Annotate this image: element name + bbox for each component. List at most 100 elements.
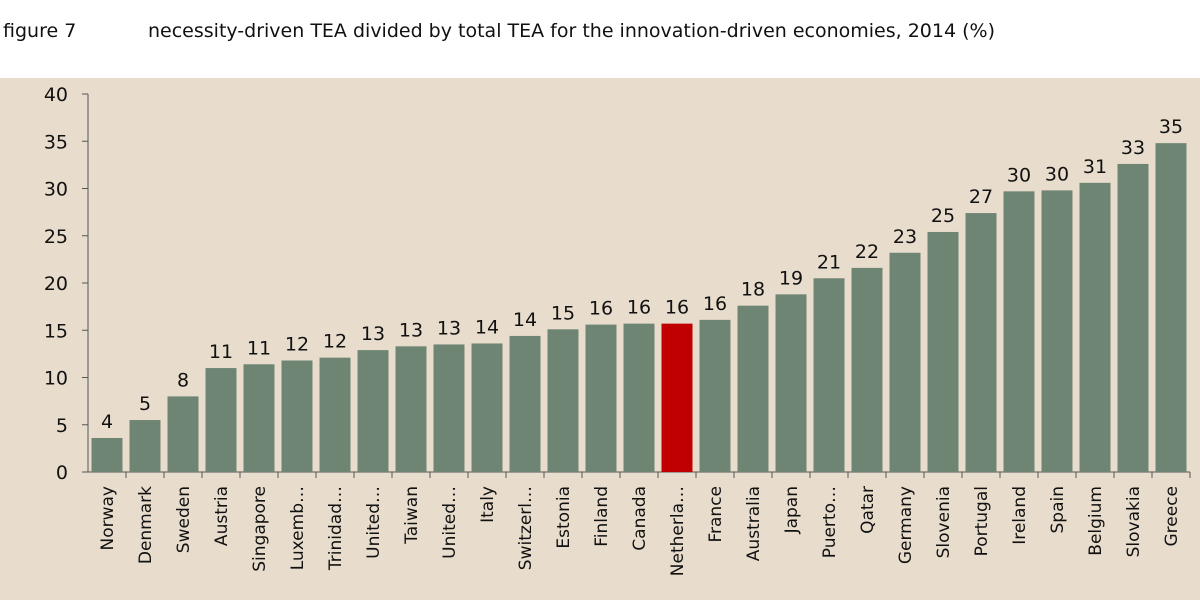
x-category-label: Slovakia xyxy=(1124,486,1144,557)
y-tick-label: 30 xyxy=(44,179,68,201)
x-category-label: Germany xyxy=(896,486,916,564)
bar-value-label: 4 xyxy=(101,411,113,433)
bar xyxy=(1003,191,1035,472)
bar xyxy=(1041,190,1073,472)
x-category-label: Norway xyxy=(98,486,118,551)
bar-value-label: 16 xyxy=(703,293,727,315)
bar xyxy=(813,278,845,472)
y-tick-label: 35 xyxy=(44,131,68,153)
bar-value-label: 30 xyxy=(1007,164,1031,186)
y-tick-label: 25 xyxy=(44,226,68,248)
bar-value-label: 5 xyxy=(139,393,151,415)
bar-value-label: 23 xyxy=(893,226,917,248)
x-category-label: Spain xyxy=(1048,486,1068,534)
bar xyxy=(737,305,769,472)
x-category-label: Luxemb… xyxy=(288,486,308,570)
bar-value-label: 13 xyxy=(399,319,423,341)
bar xyxy=(509,335,541,472)
bar-value-label: 16 xyxy=(589,298,613,320)
y-tick-label: 20 xyxy=(44,273,68,295)
x-category-label: Italy xyxy=(478,486,498,523)
x-category-label: Japan xyxy=(782,486,802,534)
bar-value-label: 19 xyxy=(779,267,803,289)
bar-value-label: 22 xyxy=(855,241,879,263)
x-category-label: Puerto… xyxy=(820,486,840,558)
bar-value-label: 16 xyxy=(627,297,651,319)
x-category-label: Switzerl… xyxy=(516,486,536,570)
figure-label: figure 7 xyxy=(3,20,77,42)
y-tick-label: 15 xyxy=(44,320,68,342)
bar xyxy=(281,360,313,472)
x-category-label: Denmark xyxy=(136,486,156,564)
bar xyxy=(927,231,959,472)
bar-value-label: 13 xyxy=(437,317,461,339)
bar xyxy=(1117,163,1149,472)
bar-chart: 0 5 10 15 20 25 30 35 40 4 Norway 5 Denmark 8 Sweden 11… xyxy=(44,84,1191,576)
bar-value-label: 18 xyxy=(741,279,765,301)
chart-panel: 0 5 10 15 20 25 30 35 40 4 Norway 5 Denmark 8 Sweden 11… xyxy=(0,78,1200,600)
x-category-label: Ireland xyxy=(1010,486,1030,545)
bar-value-label: 15 xyxy=(551,302,575,324)
x-category-label: Portugal xyxy=(972,486,992,556)
bar-value-label: 30 xyxy=(1045,163,1069,185)
bar xyxy=(623,323,655,472)
bar xyxy=(1079,182,1111,472)
x-category-label: Netherla… xyxy=(668,486,688,576)
x-category-label: Qatar xyxy=(858,486,878,534)
bar-value-label: 31 xyxy=(1083,156,1107,178)
bar xyxy=(243,364,275,472)
bar xyxy=(585,324,617,472)
bar xyxy=(167,396,199,472)
bar-value-label: 16 xyxy=(665,297,689,319)
bar xyxy=(357,350,389,472)
bar-value-label: 12 xyxy=(285,333,309,355)
bar-value-label: 11 xyxy=(247,337,271,359)
x-category-label: Greece xyxy=(1162,486,1182,547)
bar-value-label: 33 xyxy=(1121,137,1145,159)
bar xyxy=(547,329,579,472)
bar xyxy=(965,213,997,472)
bar xyxy=(889,252,921,472)
figure-header: figure 7 necessity-driven TEA divided by… xyxy=(0,0,1200,78)
bar-value-label: 13 xyxy=(361,323,385,345)
bar xyxy=(395,346,427,472)
x-category-label: Trinidad… xyxy=(326,486,346,571)
bar-value-label: 27 xyxy=(969,186,993,208)
bar-value-label: 25 xyxy=(931,205,955,227)
bar-value-label: 14 xyxy=(475,316,499,338)
y-tick-label: 10 xyxy=(44,368,68,390)
bar xyxy=(205,368,237,472)
bar xyxy=(699,319,731,472)
y-tick-label: 40 xyxy=(44,84,68,106)
bar xyxy=(661,323,693,472)
x-category-label: United… xyxy=(364,486,384,559)
y-tick-label: 0 xyxy=(56,462,68,484)
x-category-label: Singapore xyxy=(250,486,270,572)
x-category-label: United… xyxy=(440,486,460,559)
x-category-label: Belgium xyxy=(1086,486,1106,556)
x-category-label: Slovenia xyxy=(934,486,954,558)
x-category-label: Taiwan xyxy=(402,486,422,545)
bar xyxy=(1155,143,1187,472)
x-category-label: Canada xyxy=(630,486,650,551)
bar-value-label: 21 xyxy=(817,251,841,273)
bar xyxy=(471,343,503,472)
x-category-label: Australia xyxy=(744,486,764,561)
x-category-label: Estonia xyxy=(554,486,574,549)
bar-value-label: 12 xyxy=(323,331,347,353)
bar-value-label: 11 xyxy=(209,341,233,363)
chart-title: necessity-driven TEA divided by total TE… xyxy=(148,20,995,42)
bar xyxy=(851,267,883,472)
bar xyxy=(129,420,161,472)
x-category-label: Finland xyxy=(592,486,612,547)
x-category-label: Austria xyxy=(212,486,232,546)
bar xyxy=(775,294,807,472)
x-category-label: Sweden xyxy=(174,486,194,553)
bar xyxy=(319,357,351,472)
bar xyxy=(91,437,123,472)
x-category-label: France xyxy=(706,486,726,543)
bar-value-label: 35 xyxy=(1159,116,1183,138)
y-tick-label: 5 xyxy=(56,415,68,437)
bar-value-label: 14 xyxy=(513,309,537,331)
bar xyxy=(433,344,465,472)
